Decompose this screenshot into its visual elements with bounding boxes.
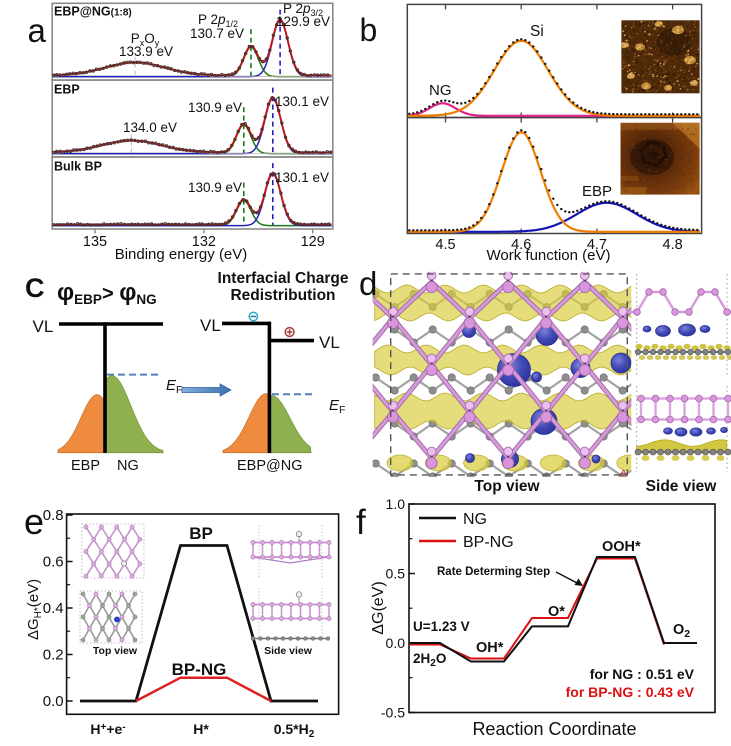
svg-text:134.0 eV: 134.0 eV	[123, 120, 177, 135]
svg-text:0.0: 0.0	[386, 635, 406, 651]
svg-text:for BP-NG : 0.43 eV: for BP-NG : 0.43 eV	[566, 684, 695, 700]
svg-text:2H2O: 2H2O	[413, 651, 446, 669]
svg-text:130.7 eV: 130.7 eV	[190, 26, 244, 41]
svg-text:0.2: 0.2	[43, 647, 64, 664]
svg-text:VL: VL	[33, 317, 54, 336]
svg-text:O*: O*	[548, 604, 565, 620]
svg-text:f: f	[356, 503, 366, 542]
svg-text:EBP@NG(1:8): EBP@NG(1:8)	[54, 5, 132, 19]
svg-text:4.7: 4.7	[587, 237, 607, 253]
svg-text:Bulk BP: Bulk BP	[54, 160, 102, 174]
svg-text:e: e	[24, 501, 44, 542]
svg-text:Si: Si	[530, 23, 544, 40]
svg-text:EBP: EBP	[582, 183, 612, 200]
svg-text:0.0: 0.0	[43, 693, 64, 710]
svg-text:130.1 eV: 130.1 eV	[275, 170, 329, 185]
svg-text:ΔG(eV): ΔG(eV)	[370, 581, 387, 634]
svg-text:C: C	[25, 273, 45, 303]
svg-text:130.1 eV: 130.1 eV	[275, 94, 329, 109]
svg-text:4.8: 4.8	[663, 237, 683, 253]
svg-text:4.5: 4.5	[435, 237, 455, 253]
svg-text:BP-NG: BP-NG	[172, 660, 227, 679]
svg-text:EBP@NG: EBP@NG	[237, 458, 302, 474]
svg-text:0.8: 0.8	[43, 507, 64, 524]
svg-text:1.0: 1.0	[386, 496, 406, 512]
svg-text:0.4: 0.4	[43, 600, 64, 617]
svg-text:0.6: 0.6	[43, 554, 64, 571]
svg-text:VL: VL	[200, 316, 221, 335]
svg-text:for NG : 0.51 eV: for NG : 0.51 eV	[590, 666, 695, 682]
svg-text:b: b	[360, 12, 378, 48]
svg-text:Interfacial Charge: Interfacial Charge	[218, 270, 349, 287]
svg-text:Top view: Top view	[93, 645, 138, 657]
svg-text:PxOy: PxOy	[131, 31, 160, 48]
svg-text:VL: VL	[319, 333, 340, 352]
svg-text:BP: BP	[189, 524, 213, 543]
svg-text:Top view: Top view	[474, 478, 540, 495]
svg-text:133.9 eV: 133.9 eV	[119, 44, 173, 59]
svg-text:0.5*H2: 0.5*H2	[274, 721, 315, 740]
svg-text:Side view: Side view	[646, 478, 718, 495]
svg-text:130.9 eV: 130.9 eV	[188, 100, 242, 115]
svg-text:OH*: OH*	[476, 640, 504, 656]
svg-text:-0.5: -0.5	[381, 705, 405, 721]
svg-text:ΔGH*(eV): ΔGH*(eV)	[25, 579, 44, 640]
svg-text:129: 129	[301, 234, 325, 250]
svg-text:U=1.23 V: U=1.23 V	[413, 619, 470, 634]
svg-text:Rate Determing Step: Rate Determing Step	[437, 566, 550, 578]
svg-text:BP-NG: BP-NG	[463, 534, 514, 551]
svg-text:NG: NG	[117, 458, 139, 474]
svg-text:EBP: EBP	[71, 458, 100, 474]
svg-text:0.5: 0.5	[386, 566, 406, 582]
svg-text:H*: H*	[193, 721, 209, 737]
svg-text:Side view: Side view	[264, 645, 313, 657]
svg-text:d: d	[359, 265, 377, 302]
svg-text:Binding energy (eV): Binding energy (eV)	[115, 246, 248, 263]
svg-text:135: 135	[83, 234, 107, 250]
svg-text:130.9 eV: 130.9 eV	[188, 180, 242, 195]
svg-text:Redistribution: Redistribution	[230, 287, 335, 304]
svg-text:132: 132	[192, 234, 216, 250]
svg-text:129.9 eV: 129.9 eV	[276, 14, 330, 29]
svg-text:EBP: EBP	[54, 83, 80, 97]
svg-text:Reaction Coordinate: Reaction Coordinate	[472, 719, 636, 739]
svg-text:NG: NG	[429, 82, 452, 99]
svg-text:a: a	[28, 12, 47, 49]
svg-text:4.6: 4.6	[511, 237, 531, 253]
svg-text:NG: NG	[463, 511, 487, 528]
svg-text:Work function (eV): Work function (eV)	[487, 247, 611, 264]
svg-text:OOH*: OOH*	[602, 539, 641, 555]
svg-text:H++e-: H++e-	[90, 721, 125, 737]
